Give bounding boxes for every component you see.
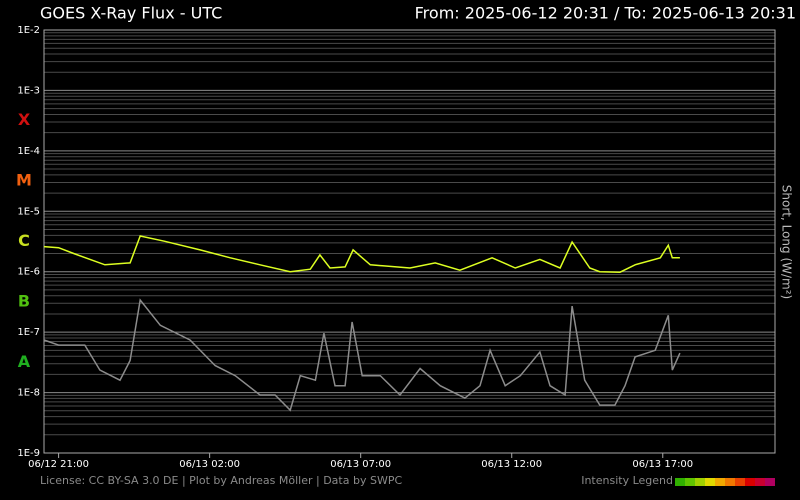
flare-class-label: M: [16, 171, 32, 190]
y-tick-label: 1E-5: [17, 206, 40, 217]
y-tick-label: 1E-2: [17, 25, 40, 36]
intensity-swatch: [715, 478, 725, 486]
chart-subtitle: From: 2025-06-12 20:31 / To: 2025-06-13 …: [415, 4, 796, 23]
intensity-swatch: [745, 478, 755, 486]
intensity-swatch: [705, 478, 715, 486]
y-tick-label: 1E-8: [17, 388, 40, 399]
intensity-swatch: [735, 478, 745, 486]
x-tick-label: 06/13 17:00: [632, 459, 693, 470]
plot-border: [43, 29, 776, 454]
flare-class-label: B: [18, 291, 30, 310]
intensity-swatch: [695, 478, 705, 486]
y-tick-label: 1E-3: [17, 85, 40, 96]
x-tick-label: 06/13 02:00: [179, 459, 240, 470]
footer: License: CC BY-SA 3.0 DE | Plot by Andre…: [40, 474, 402, 487]
y-tick-label: 1E-7: [17, 327, 40, 338]
chart-title: GOES X-Ray Flux - UTC: [40, 4, 222, 23]
y2-axis-label: Short, Long (W/m²): [780, 185, 794, 299]
x-tick-label: 06/13 07:00: [330, 459, 391, 470]
intensity-swatch: [685, 478, 695, 486]
flux-line: [43, 298, 681, 412]
y-tick-label: 1E-6: [17, 267, 40, 278]
flux-line: [43, 235, 680, 273]
flare-class-label: X: [18, 110, 31, 129]
flare-class-label: C: [18, 231, 30, 250]
intensity-swatch: [675, 478, 685, 486]
intensity-swatch: [725, 478, 735, 486]
intensity-swatch: [765, 478, 775, 486]
flare-class-label: A: [18, 352, 31, 371]
x-tick-label: 06/12 21:00: [28, 459, 89, 470]
intensity-swatch: [755, 478, 765, 486]
y-tick-label: 1E-9: [17, 448, 40, 459]
y-tick-label: 1E-4: [17, 146, 40, 157]
x-tick-label: 06/13 12:00: [481, 459, 542, 470]
intensity-legend-label: Intensity Legend: [581, 474, 673, 487]
